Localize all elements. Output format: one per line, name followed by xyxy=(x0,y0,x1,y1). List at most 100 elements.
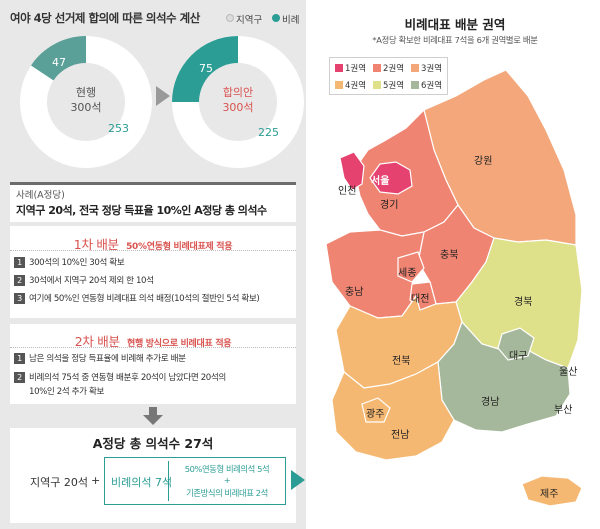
proposal-total: 300석 xyxy=(222,101,254,114)
region-gwangju xyxy=(361,397,391,423)
legend-zone5-swatch xyxy=(373,81,381,89)
step2-line-1: 1 남은 의석을 정당 득표율에 비례해 추가로 배분 xyxy=(14,353,284,366)
legend-zone4-label: 4권역 xyxy=(345,81,367,91)
proposal-donut-label: 합의안 300석 xyxy=(198,85,278,115)
step2-line-3: 10%인 2석 추가 확보 xyxy=(29,387,105,397)
step1-num-1: 1 xyxy=(14,257,25,268)
city-incheon: 인천 xyxy=(338,186,357,197)
current-total: 300석 xyxy=(70,101,102,114)
city-jeonbuk: 전북 xyxy=(392,356,411,367)
step2-divider xyxy=(10,347,296,348)
current-district-value: 253 xyxy=(108,122,129,135)
step1-line-3: 3 여기에 50%인 연동형 비례대표 의석 배정(10석의 절반인 5석 확보) xyxy=(14,293,284,306)
step2-heading: 2차 배분 현행 방식으로 비례대표 적용 xyxy=(10,331,296,350)
step2-num-2: 2 xyxy=(14,372,25,383)
region-jeju xyxy=(521,475,583,507)
legend-proportional-swatch xyxy=(272,14,280,22)
proposal-district-value: 225 xyxy=(258,126,279,139)
step2-text-1: 남은 의석을 정당 득표율에 비례해 추가로 배분 xyxy=(29,354,186,364)
region-seoul xyxy=(369,161,413,195)
total-proportional: 비례의석 7석 xyxy=(111,476,173,489)
city-sejong: 세종 xyxy=(398,268,417,279)
proportional-box xyxy=(104,457,286,505)
legend-district-swatch xyxy=(226,14,234,22)
step1-line-2: 2 30석에서 지역구 20석 제외 한 10석 xyxy=(14,275,284,288)
step1-sub: 50%연동형 비례대표제 적용 xyxy=(126,242,233,252)
step1-heading: 1차 배분 50%연동형 비례대표제 적용 xyxy=(10,234,296,253)
step2-box xyxy=(10,324,296,404)
city-gyeongbuk: 경북 xyxy=(514,297,533,308)
city-daegu: 대구 xyxy=(509,351,528,362)
step1-num-3: 3 xyxy=(14,293,25,304)
step1-text-2: 30석에서 지역구 20석 제외 한 10석 xyxy=(29,276,154,286)
step2-line-2: 2 비례의석 75석 중 연동형 배분후 20석이 남았다면 20석의 xyxy=(14,372,284,385)
criteria-small: 사례(A정당) xyxy=(16,190,65,201)
step2-head: 2차 배분 xyxy=(74,334,120,349)
page-title: 여야 4당 선거제 합의에 따른 의석수 계산 xyxy=(10,11,200,25)
region-daegu xyxy=(497,327,535,361)
arrow-right-icon xyxy=(156,86,170,106)
step2-num-1: 1 xyxy=(14,353,25,364)
current-label: 현행 xyxy=(75,86,97,99)
legend-zone1-swatch xyxy=(335,64,343,72)
step1-line-1: 1 300석의 10%인 30석 확보 xyxy=(14,257,284,270)
city-seoul: 서울 xyxy=(371,176,390,187)
total-box xyxy=(10,428,296,523)
city-chungnam: 충남 xyxy=(345,287,364,298)
proposal-donut xyxy=(172,36,304,168)
criteria-box xyxy=(10,182,296,222)
region-gyeongnam xyxy=(437,320,571,433)
legend-zone6-swatch xyxy=(411,81,419,89)
map-legend xyxy=(329,57,448,95)
proposal-label: 합의안 xyxy=(222,86,254,99)
legend-zone6-label: 6권역 xyxy=(421,81,443,91)
total-title: A정당 총 의석수 27석 xyxy=(92,436,214,451)
legend-zone4-swatch xyxy=(335,81,343,89)
city-jeonnam: 전남 xyxy=(391,430,410,441)
city-daejeon: 대전 xyxy=(411,294,430,305)
step1-text-3: 여기에 50%인 연동형 비례대표 의석 배정(10석의 절반인 5석 확보) xyxy=(29,294,260,304)
korea-map xyxy=(325,69,583,507)
city-jeju: 제주 xyxy=(540,489,559,500)
region-jeonnam xyxy=(331,361,455,461)
total-district: 지역구 20석 xyxy=(30,476,88,489)
legend-zone3-label: 3권역 xyxy=(421,64,443,74)
current-donut xyxy=(20,36,152,168)
region-sejong xyxy=(397,251,425,283)
map-note: *A정당 확보한 비례대표 7석을 6개 권역별로 배분 xyxy=(372,35,538,45)
arrow-right-icon xyxy=(291,470,305,490)
step1-num-2: 2 xyxy=(14,275,25,286)
step1-text-1: 300석의 10%인 30석 확보 xyxy=(29,258,125,268)
legend-zone5-label: 5권역 xyxy=(383,81,405,91)
legend-proportional-label: 비례 xyxy=(282,15,300,26)
proportional-sub-2: 기존방식의 비례대표 2석 xyxy=(186,488,268,498)
step2-sub: 현행 방식으로 비례대표 적용 xyxy=(127,339,232,349)
city-gwangju: 광주 xyxy=(366,409,385,420)
city-gyeongnam: 경남 xyxy=(481,397,500,408)
legend-zone1-label: 1권역 xyxy=(345,64,367,74)
current-proportional-value: 47 xyxy=(52,56,66,69)
step1-divider xyxy=(10,250,296,251)
criteria-main: 지역구 20석, 전국 정당 득표율 10%인 A정당 총 의석수 xyxy=(16,204,267,217)
step2-text-2: 비례의석 75석 중 연동형 배분후 20석이 남았다면 20석의 xyxy=(29,373,226,383)
proportional-sub-1: 50%연동형 비례의석 5석 xyxy=(184,464,270,474)
legend-district-label: 지역구 xyxy=(236,15,263,26)
city-gangwon: 강원 xyxy=(474,156,493,167)
step1-box xyxy=(10,226,296,318)
proportional-breakdown xyxy=(168,461,282,501)
city-busan: 부산 xyxy=(554,405,573,416)
proposal-proportional-value: 75 xyxy=(199,62,213,75)
region-incheon xyxy=(339,151,365,191)
arrow-down-icon xyxy=(143,407,163,425)
total-plus: + xyxy=(91,474,101,487)
legend-zone2-label: 2권역 xyxy=(383,64,405,74)
legend-zone3-swatch xyxy=(411,64,419,72)
legend-zone2-swatch xyxy=(373,64,381,72)
proportional-sub-plus: + xyxy=(223,475,231,485)
city-ulsan: 울산 xyxy=(559,367,578,378)
current-donut-label: 현행 300석 xyxy=(46,85,126,115)
city-chungbuk: 충북 xyxy=(440,250,459,261)
step1-head: 1차 배분 xyxy=(73,237,119,252)
city-gyeonggi: 경기 xyxy=(380,200,399,211)
